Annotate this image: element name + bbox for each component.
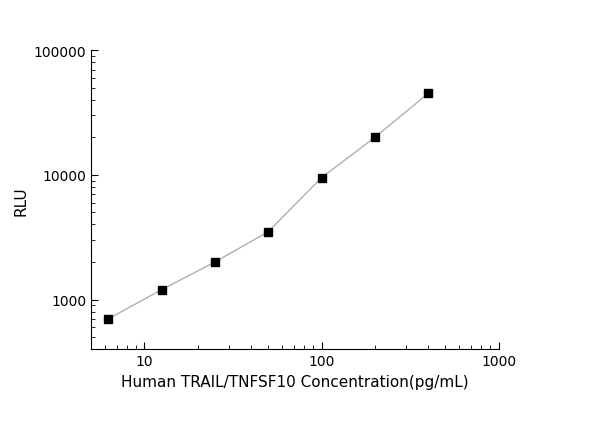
X-axis label: Human TRAIL/TNFSF10 Concentration(pg/mL): Human TRAIL/TNFSF10 Concentration(pg/mL) bbox=[121, 374, 469, 389]
Y-axis label: RLU: RLU bbox=[13, 185, 28, 215]
